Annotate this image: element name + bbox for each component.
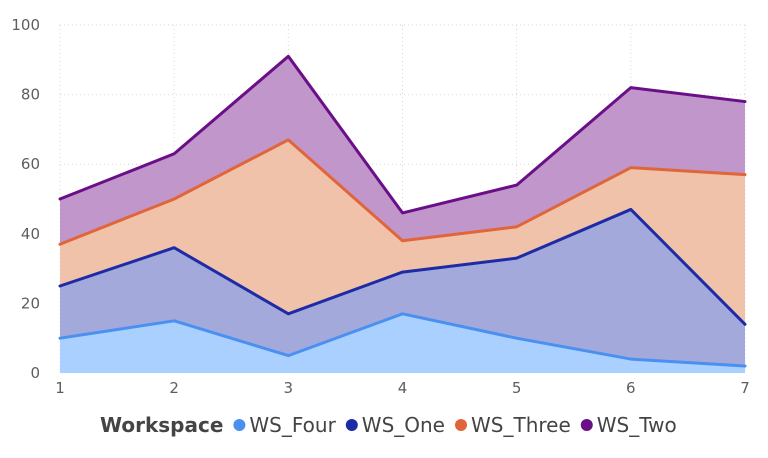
legend-marker-ws-three — [455, 419, 467, 431]
series-line-ws-two — [58, 54, 747, 215]
y-tick-label: 20 — [21, 294, 40, 312]
y-tick-label: 0 — [30, 364, 40, 382]
x-tick-label: 1 — [55, 379, 65, 397]
legend-marker-ws-four — [233, 419, 246, 431]
area-ws-four — [60, 313, 745, 373]
legend-marker-ws-one — [345, 419, 358, 431]
line-layer — [58, 54, 747, 368]
legend-title: Workspace — [100, 413, 223, 437]
series-line-ws-three — [58, 138, 747, 246]
legend: Workspace WS_Four WS_One WS_Three WS_Two — [100, 413, 677, 437]
y-tick-label: 80 — [21, 86, 40, 104]
x-tick-label: 5 — [512, 379, 522, 397]
legend-label-ws-two: WS_Two — [597, 413, 677, 437]
legend-label-ws-one: WS_One — [362, 413, 445, 437]
legend-label-ws-four: WS_Four — [249, 413, 336, 437]
x-tick-label: 6 — [626, 379, 636, 397]
area-ws-three — [60, 139, 745, 325]
area-layer — [60, 56, 745, 373]
area-ws-one — [60, 209, 745, 367]
y-tick-label: 100 — [11, 16, 40, 34]
series-line-ws-one — [58, 207, 747, 326]
series-line-ws-four — [58, 312, 747, 368]
x-tick-label: 4 — [398, 379, 408, 397]
legend-marker-ws-two — [580, 419, 593, 431]
x-tick-label: 3 — [284, 379, 294, 397]
axis-layer: 0 20 40 60 80 100 1 2 3 4 5 6 7 — [11, 16, 749, 397]
x-tick-label: 2 — [169, 379, 179, 397]
x-tick-label: 7 — [740, 379, 750, 397]
legend-label-ws-three: WS_Three — [471, 413, 571, 437]
y-tick-label: 60 — [21, 155, 40, 173]
area-ws-two — [60, 56, 745, 245]
y-tick-label: 40 — [21, 225, 40, 243]
